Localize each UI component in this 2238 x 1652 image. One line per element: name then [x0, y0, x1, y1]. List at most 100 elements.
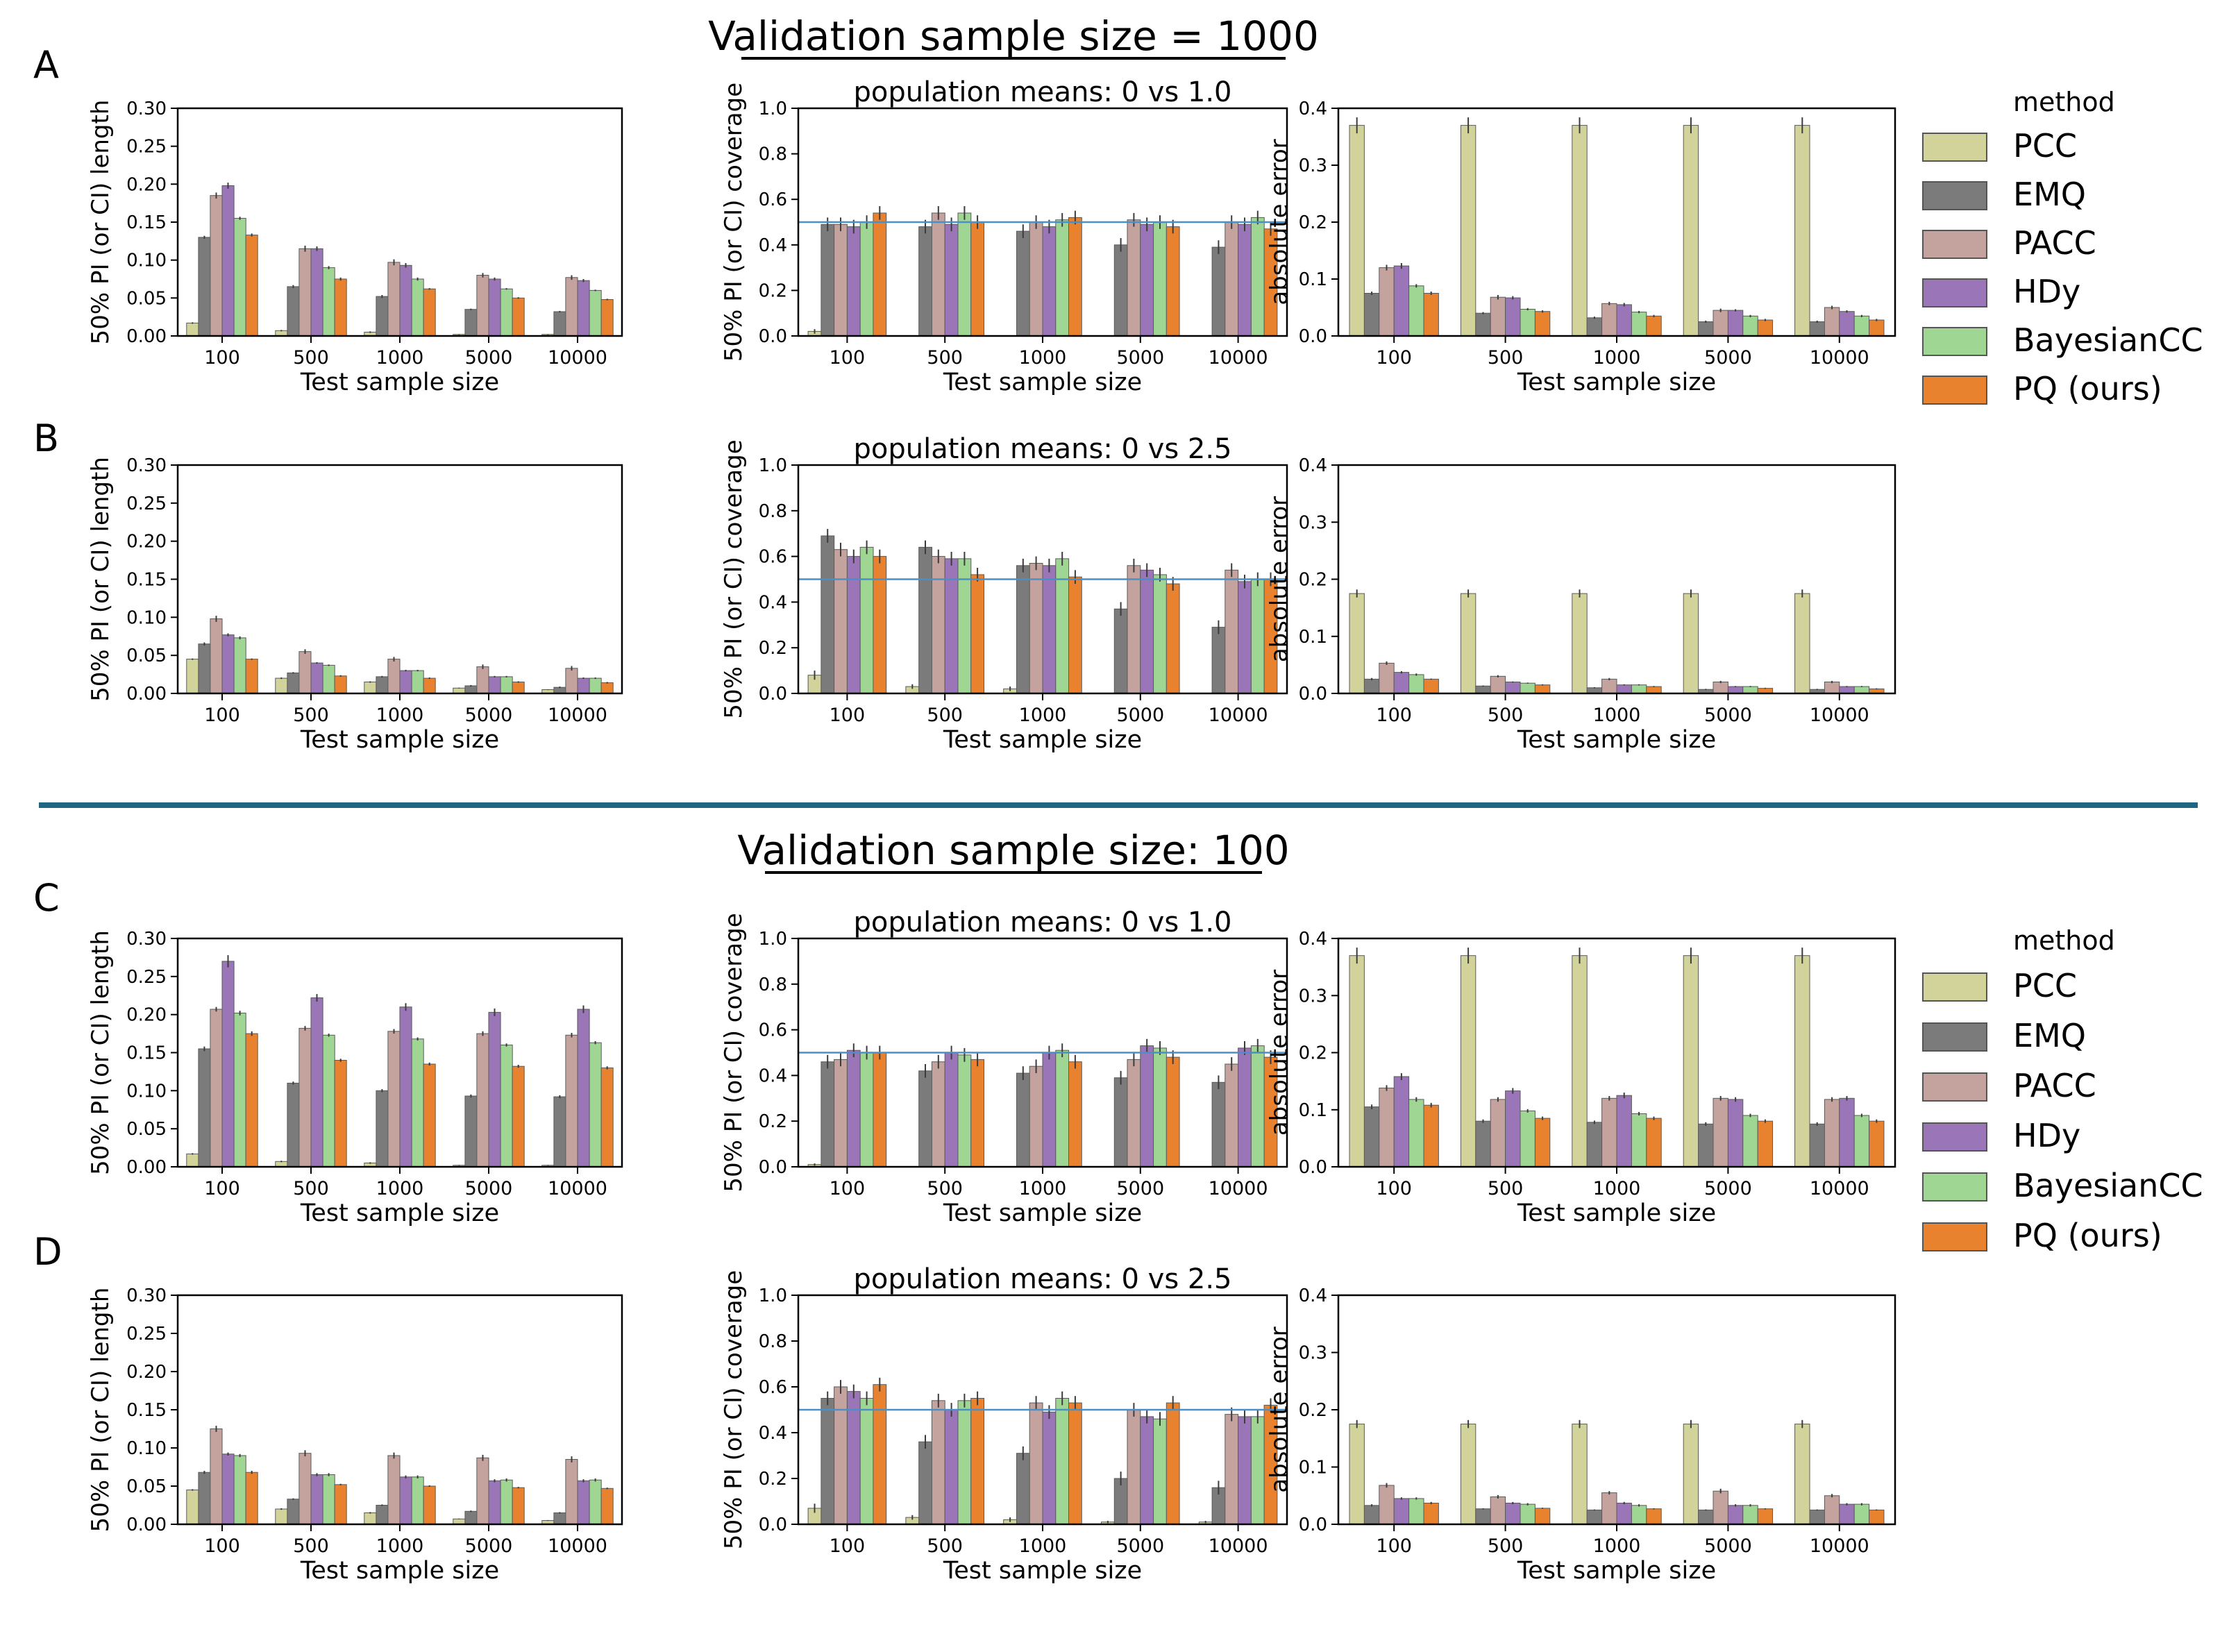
- y-tick-label: 1.0: [759, 929, 787, 950]
- legend-swatch-pcc: [1922, 133, 1987, 162]
- bar: [310, 248, 323, 337]
- bar: [476, 275, 489, 337]
- chart-a-coverage: 0.0 0.2 0.4 0.6 0.8 1.0 100 500 1000 5000 10000 Tes…: [720, 76, 1288, 396]
- legend-title: method: [2013, 87, 2115, 117]
- bar: [1250, 1045, 1265, 1168]
- bar: [500, 1045, 513, 1168]
- bar: [1839, 311, 1855, 337]
- x-tick-label: 1000: [1593, 1178, 1641, 1199]
- x-tick-label: 1000: [376, 347, 424, 369]
- y-tick-label: 0.25: [126, 1324, 167, 1345]
- bar: [1794, 1424, 1810, 1525]
- bar: [1460, 593, 1476, 694]
- y-axis-label: 50% PI (or CI) coverage: [720, 439, 748, 718]
- y-axis-label: 50% PI (or CI) length: [87, 457, 115, 702]
- legend-swatch-pq: [1922, 376, 1987, 405]
- bar: [970, 221, 984, 337]
- x-tick-label: 1000: [1019, 1535, 1067, 1557]
- bar: [565, 1034, 578, 1168]
- y-tick-label: 0.8: [759, 501, 787, 522]
- bar: [1727, 686, 1744, 694]
- bar: [186, 1490, 199, 1525]
- bar: [198, 643, 211, 694]
- bar: [1824, 1495, 1840, 1525]
- bar: [1520, 309, 1536, 337]
- bar: [1534, 1118, 1551, 1168]
- x-tick-label: 5000: [1704, 705, 1752, 726]
- x-tick-label: 500: [1488, 705, 1524, 726]
- chart-d-coverage: 0.0 0.2 0.4 0.6 0.8 1.0 100 500 1000 5000 10000 Tes…: [720, 1263, 1288, 1585]
- y-tick-label: 0.15: [126, 1043, 167, 1064]
- y-tick-label: 0.0: [1299, 1515, 1327, 1535]
- bar: [931, 556, 945, 694]
- x-tick-label: 500: [1488, 1535, 1524, 1557]
- bar: [1616, 304, 1632, 337]
- bar: [1068, 217, 1082, 337]
- bar: [1029, 563, 1043, 694]
- bar: [500, 1479, 513, 1525]
- bar: [1631, 312, 1647, 337]
- bar: [1742, 686, 1758, 694]
- bar: [1068, 1402, 1082, 1525]
- bar: [221, 185, 235, 337]
- bar: [1727, 1099, 1744, 1168]
- x-tick-label: 5000: [465, 705, 513, 726]
- bar: [245, 659, 258, 694]
- bar: [411, 278, 424, 337]
- bar: [334, 675, 347, 694]
- bar: [334, 1484, 347, 1525]
- x-tick-label: 10000: [1209, 1535, 1268, 1557]
- bar: [1475, 685, 1491, 694]
- y-tick-label: 0.4: [759, 235, 787, 256]
- y-axis-label: 50% PI (or CI) coverage: [720, 913, 748, 1192]
- bar: [387, 262, 401, 337]
- bar: [970, 1059, 984, 1168]
- bar: [1153, 574, 1167, 694]
- bar: [198, 1048, 211, 1168]
- bar: [1646, 686, 1662, 694]
- bar: [1683, 593, 1699, 694]
- x-tick-label: 5000: [1116, 1535, 1164, 1557]
- bar: [1727, 1505, 1744, 1525]
- y-tick-label: 0.6: [759, 1020, 787, 1041]
- y-tick-label: 0.3: [1299, 1343, 1327, 1364]
- legend-label-emq: EMQ: [2013, 176, 2086, 213]
- legend-swatch-pacc: [1922, 230, 1987, 259]
- bar: [1757, 1120, 1774, 1168]
- bar: [334, 278, 347, 337]
- bar: [1423, 293, 1439, 337]
- bar: [298, 651, 312, 694]
- bar: [1250, 1416, 1265, 1525]
- bar: [1238, 224, 1252, 337]
- section-title-1: Validation sample size = 1000: [708, 12, 1319, 60]
- y-tick-label: 0.4: [1299, 1286, 1327, 1306]
- bar: [1225, 1414, 1239, 1525]
- y-tick-label: 0.4: [759, 1065, 787, 1086]
- y-tick-label: 0.0: [1299, 326, 1327, 347]
- bar: [821, 1061, 835, 1168]
- bar: [565, 1459, 578, 1525]
- section-title-2: Validation sample size: 100: [737, 827, 1289, 874]
- bar: [1505, 682, 1521, 694]
- bar: [1042, 565, 1057, 694]
- bar: [1616, 1095, 1632, 1168]
- panel-letter-d: D: [33, 1230, 62, 1274]
- y-tick-label: 0.2: [1299, 1043, 1327, 1064]
- bar: [1534, 684, 1551, 694]
- legend-swatch-hdy: [1922, 1122, 1987, 1152]
- legend-swatch-emq: [1922, 181, 1987, 210]
- bar: [221, 1453, 235, 1525]
- bar: [298, 1453, 312, 1525]
- bar: [1601, 1097, 1617, 1168]
- bar: [1349, 955, 1365, 1168]
- bar: [1794, 955, 1810, 1168]
- x-tick-label: 100: [830, 705, 866, 726]
- x-tick-label: 100: [830, 347, 866, 369]
- bar: [553, 686, 566, 694]
- bar: [233, 1013, 246, 1168]
- bar: [500, 676, 513, 694]
- x-tick-label: 100: [1376, 347, 1412, 369]
- y-tick-label: 0.15: [126, 570, 167, 591]
- bar: [512, 1065, 525, 1168]
- bar: [859, 1398, 874, 1525]
